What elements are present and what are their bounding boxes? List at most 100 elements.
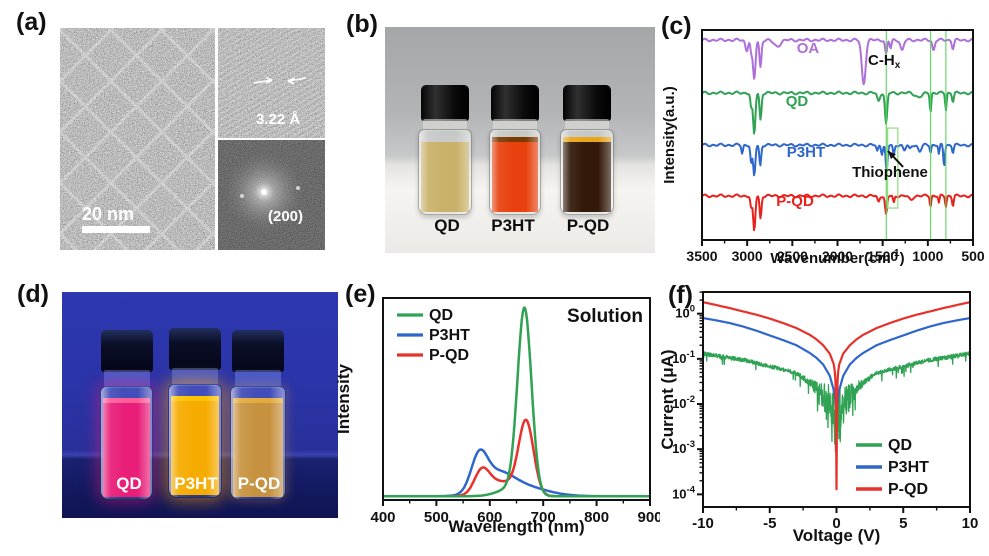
pl-spectra-chart: 400 500 600 700 800 900 Wavelength (nm) Intensi… <box>335 297 660 536</box>
left-measure-arrow-icon <box>253 77 273 84</box>
x-tick-label: -5 <box>763 515 776 532</box>
ftir-trace-p-qd <box>701 193 973 232</box>
y-axis-title: Intensity <box>335 364 353 434</box>
y-tick-label: 100 <box>675 304 695 321</box>
legend-label-qd: QD <box>888 437 912 454</box>
x-tick-label: 0 <box>832 515 840 532</box>
ftir-spectra-chart: OA QD P3HT P-QD C-Hx Thiophene 3500 3000 2500 200… <box>661 29 985 267</box>
legend-label-p-qd: P-QD <box>429 347 469 364</box>
iv-curve-chart: -10 -5 0 5 10 100 10-1 10-2 10-3 10-4 Voltage (V) C… <box>660 291 979 545</box>
vial-body <box>168 384 222 498</box>
thiophene-highlight-box <box>887 127 899 209</box>
vial-cap <box>232 330 284 372</box>
ftir-trace-oa <box>701 37 973 86</box>
vial-label-qd: QD <box>116 474 142 493</box>
plot-frame <box>701 29 974 241</box>
glass-highlight <box>101 387 152 499</box>
right-measure-arrow-icon <box>287 77 307 85</box>
x-tick-label: 600 <box>477 509 502 526</box>
x-tick-label: 800 <box>584 509 609 526</box>
y-axis-title: Intensity(a.u.) <box>661 86 678 184</box>
vial-cap <box>421 85 469 121</box>
tem-micrograph: 20 nm <box>60 28 215 250</box>
scale-bar-label: 20 nm <box>82 204 134 224</box>
glass-highlight <box>169 385 221 497</box>
ftir-series-label-p-qd: P-QD <box>776 193 814 210</box>
vial-label-p3ht: P3HT <box>491 216 535 235</box>
vial-neck <box>172 368 218 386</box>
fft-spot-left <box>240 194 244 198</box>
solution-annotation: Solution <box>567 306 643 327</box>
y-tick-label: 10-1 <box>672 349 696 366</box>
ftir-trace-qd <box>701 90 973 135</box>
fft-center-spot <box>261 189 267 195</box>
vial-qd-daylight <box>418 85 472 215</box>
glass-highlight <box>490 130 540 214</box>
x-tick-label: 700 <box>531 509 556 526</box>
panel-label-e: (e) <box>345 280 376 308</box>
scale-bar <box>82 226 150 233</box>
glass-highlight <box>419 130 471 214</box>
fft-plane-label: (200) <box>268 208 303 225</box>
x-tick-label: 2500 <box>777 248 808 264</box>
ftir-series-label-p3ht: P3HT <box>787 144 825 161</box>
vial-pqd-daylight <box>560 85 614 215</box>
x-tick-label: 1500 <box>867 248 898 264</box>
x-tick-label: -10 <box>692 515 714 532</box>
glass-highlight <box>561 130 613 214</box>
y-tick-label: 10-3 <box>672 439 695 456</box>
legend-label-qd: QD <box>429 307 453 324</box>
lattice-fringe-texture <box>218 28 325 138</box>
y-tick-label: 10-4 <box>672 484 696 501</box>
vial-p3ht-uv <box>168 328 222 498</box>
vial-p3ht-daylight <box>489 85 541 215</box>
y-tick-label: 10-2 <box>672 394 695 411</box>
vial-neck <box>565 119 609 131</box>
vial-pqd-uv <box>230 330 286 500</box>
panel-b-photo: QD P3HT P-QD <box>385 27 655 253</box>
vial-neck <box>103 370 150 388</box>
vial-body <box>100 386 153 500</box>
thiophene-arrowhead <box>887 150 896 160</box>
x-axis-title: Voltage (V) <box>793 526 881 545</box>
panel-label-c: (c) <box>661 12 692 40</box>
vial-label-pqd: P-QD <box>566 216 610 235</box>
x-tick-label: 5 <box>899 515 907 532</box>
hrtem-inset: 3.22 Å <box>218 28 325 138</box>
x-tick-label: 400 <box>370 509 395 526</box>
legend-label-p-qd: P-QD <box>888 481 928 498</box>
vial-label-qd: QD <box>434 216 460 235</box>
panel-label-f: (f) <box>668 281 693 309</box>
vial-neck <box>235 370 281 388</box>
pl-trace-qd <box>382 306 651 498</box>
vial-label-p3ht: P3HT <box>174 474 218 493</box>
glass-highlight <box>231 387 285 499</box>
x-tick-label: 1000 <box>912 248 943 264</box>
vial-neck <box>423 119 467 131</box>
x-axis-title: Wavenumber(cm-1) <box>770 248 904 267</box>
x-tick-label: 500 <box>424 509 449 526</box>
ftir-series-label-qd: QD <box>786 93 809 110</box>
vial-body <box>560 129 614 215</box>
panel-label-d: (d) <box>17 280 49 308</box>
x-tick-label: 2000 <box>822 248 853 264</box>
vial-cap <box>491 85 539 121</box>
panel-d-photo: QD P3HT P-QD <box>62 292 338 518</box>
ftir-trace-p3ht <box>701 142 973 177</box>
x-tick-label: 10 <box>962 515 979 532</box>
x-axis-title: Wavelength (nm) <box>448 517 584 536</box>
y-axis-title: Current (μA) <box>660 349 677 449</box>
ftir-series-label-oa: OA <box>797 40 820 57</box>
pl-trace-p-qd <box>382 418 651 498</box>
chx-annotation: C-Hx <box>868 52 901 71</box>
vial-body <box>230 386 286 500</box>
x-tick-label: 3500 <box>686 248 717 264</box>
vial-neck <box>493 119 537 131</box>
vial-qd-uv <box>100 330 153 500</box>
iv-trace-p-qd <box>702 301 971 491</box>
x-tick-label: 3000 <box>732 248 763 264</box>
vial-label-pqd: P-QD <box>237 474 281 493</box>
fft-spot-right <box>296 186 300 190</box>
panel-label-b: (b) <box>346 10 378 38</box>
